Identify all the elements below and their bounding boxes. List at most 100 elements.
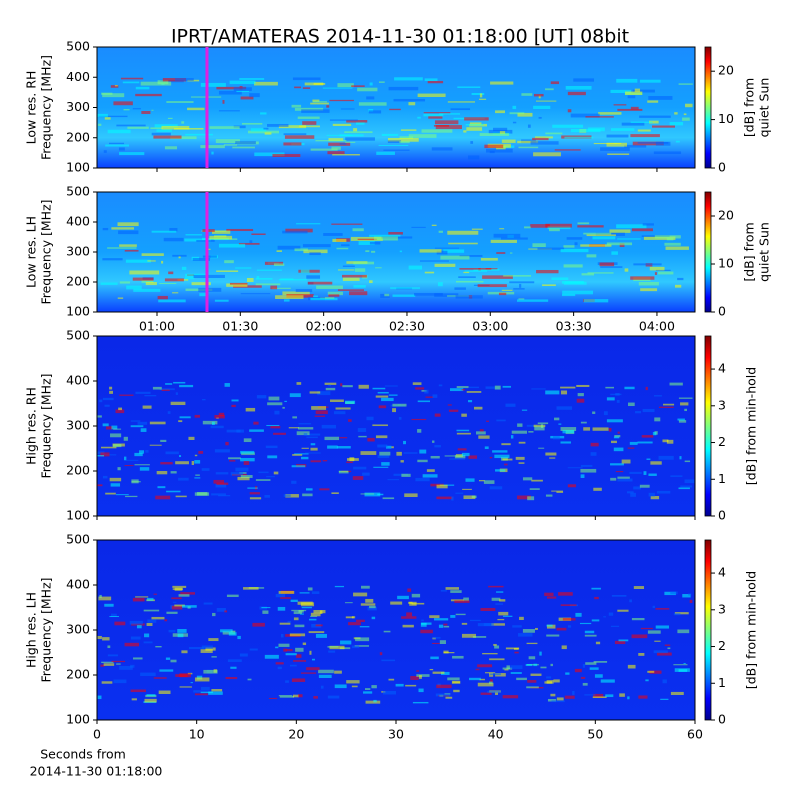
- spectrogram-texture: [545, 132, 563, 135]
- spectrogram-texture: [332, 123, 352, 127]
- spectrogram-texture: [477, 682, 494, 687]
- spectrogram-texture: [278, 643, 290, 647]
- spectrogram-texture: [610, 477, 617, 481]
- x-tick-label: 60: [687, 727, 703, 742]
- spectrogram-texture: [97, 454, 105, 457]
- spectrogram-texture: [584, 694, 596, 696]
- spectrogram-texture: [587, 272, 614, 274]
- spectrogram-texture: [527, 680, 537, 683]
- spectrogram-texture: [304, 433, 321, 436]
- spectrogram-texture: [130, 689, 147, 693]
- spectrogram-texture: [245, 407, 256, 412]
- spectrogram-texture: [502, 695, 519, 699]
- spectrogram-texture: [227, 659, 242, 662]
- spectrogram-texture: [264, 654, 279, 659]
- spectrogram-texture: [294, 107, 324, 111]
- spectrogram-texture: [575, 612, 582, 617]
- spectrogram-texture: [322, 460, 328, 462]
- spectrogram-texture: [231, 399, 239, 402]
- spectrogram-texture: [580, 468, 597, 473]
- spectrogram-texture: [441, 671, 450, 675]
- spectrogram-texture: [267, 123, 289, 127]
- spectrogram-texture: [377, 391, 389, 394]
- spectrogram-texture: [419, 249, 442, 253]
- spectrogram-texture: [447, 101, 476, 103]
- spectrogram-texture: [631, 634, 648, 639]
- spectrogram-texture: [230, 666, 237, 669]
- spectrogram-texture: [450, 590, 462, 593]
- spectrogram-texture: [102, 227, 109, 231]
- spectrogram-texture: [538, 447, 545, 449]
- spectrogram-texture: [511, 430, 528, 434]
- spectrogram-texture: [445, 587, 460, 590]
- spectrogram-texture: [103, 663, 115, 666]
- spectrogram-texture: [226, 228, 254, 232]
- spectrogram-texture: [131, 698, 137, 701]
- spectrogram-texture: [449, 388, 464, 392]
- spectrogram-texture: [359, 626, 370, 628]
- y-axis-label: Frequency [MHz]: [39, 55, 54, 160]
- spectrogram-texture: [277, 666, 282, 670]
- spectrogram-texture: [188, 647, 205, 650]
- spectrogram-texture: [607, 153, 630, 156]
- spectrogram-texture: [550, 663, 553, 667]
- spectrogram-texture: [580, 474, 585, 478]
- spectrogram-texture: [100, 282, 118, 285]
- spectrogram-texture: [178, 420, 183, 423]
- spectrogram-texture: [345, 602, 353, 604]
- spectrogram-texture: [311, 406, 327, 410]
- spectrogram-texture: [679, 456, 682, 460]
- spectrogram-texture: [653, 151, 682, 155]
- spectrogram-texture: [270, 285, 278, 290]
- spectrogram-texture: [533, 663, 538, 667]
- spectrogram-texture: [352, 228, 364, 232]
- spectrogram-texture: [283, 648, 287, 652]
- spectrogram-texture: [545, 88, 554, 91]
- spectrogram-texture: [468, 455, 478, 459]
- spectrogram-texture: [434, 120, 459, 125]
- spectrogram-texture: [116, 124, 146, 127]
- spectrogram-texture: [648, 96, 673, 100]
- spectrogram-texture: [164, 278, 184, 282]
- spectrogram-texture: [172, 254, 187, 257]
- spectrogram-texture: [175, 392, 178, 395]
- spectrogram-texture: [181, 266, 187, 271]
- spectrogram-texture: [434, 413, 441, 417]
- spectrogram-texture: [202, 229, 215, 232]
- spectrogram-texture: [300, 672, 317, 674]
- spectrogram-texture: [302, 642, 307, 646]
- spectrogram-texture: [357, 87, 378, 92]
- colorbar-tick-label: 0: [718, 304, 726, 319]
- spectrogram-texture: [104, 404, 110, 407]
- spectrogram-texture: [526, 424, 538, 427]
- spectrogram-texture: [674, 612, 689, 615]
- spectrogram-texture: [285, 494, 299, 498]
- spectrogram-texture: [615, 393, 620, 396]
- spectrogram-texture: [97, 484, 103, 487]
- spectrogram-texture: [443, 650, 449, 654]
- spectrogram-texture: [682, 594, 691, 598]
- spectrogram-texture: [606, 134, 629, 138]
- spectrogram-texture: [579, 622, 592, 625]
- spectrogram-texture: [286, 649, 293, 652]
- spectrogram-texture: [273, 263, 285, 266]
- spectrogram-texture: [556, 697, 564, 701]
- spectrogram-texture: [654, 640, 661, 642]
- spectrogram-texture: [111, 660, 126, 663]
- spectrogram-texture: [166, 101, 194, 103]
- spectrogram-texture: [99, 399, 103, 403]
- spectrogram-texture: [324, 436, 340, 441]
- spectrogram-texture: [178, 256, 181, 259]
- spectrogram-texture: [626, 491, 634, 494]
- spectrogram-texture: [97, 695, 102, 700]
- spectrogram-texture: [338, 269, 355, 271]
- spectrogram-texture: [479, 678, 485, 681]
- spectrogram-texture: [678, 487, 690, 490]
- spectrogram-texture: [418, 688, 424, 693]
- spectrogram-texture: [387, 479, 400, 481]
- spectrogram-texture: [518, 441, 526, 444]
- spectrogram-texture: [560, 390, 568, 395]
- spectrogram-texture: [484, 446, 489, 450]
- spectrogram-texture: [512, 105, 517, 110]
